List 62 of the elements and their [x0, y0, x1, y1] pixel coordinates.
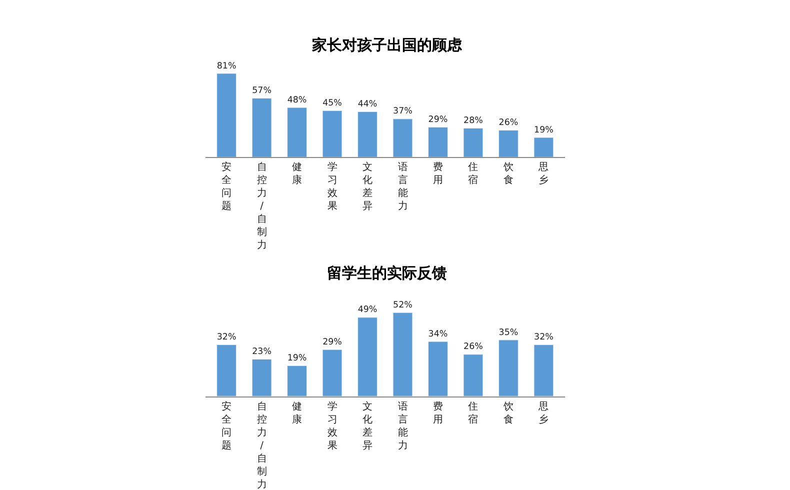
- x-tick-label: 费用: [432, 400, 443, 426]
- bar: [322, 349, 342, 396]
- x-tick-label: 学习效果: [327, 161, 338, 212]
- x-tick-label: 自控力/自制力: [256, 161, 267, 252]
- bar: [428, 341, 448, 396]
- data-label: 26%: [464, 342, 483, 352]
- bar: [216, 73, 236, 158]
- x-tick-label: 住宿: [468, 162, 478, 186]
- data-label: 49%: [358, 305, 378, 316]
- data-label: 45%: [322, 98, 342, 108]
- chart-title: 留学生的实际反馈: [327, 264, 447, 282]
- bar: [534, 344, 554, 396]
- data-label: 37%: [393, 106, 412, 117]
- data-label: 52%: [393, 300, 412, 310]
- x-tick-label: 饮食: [502, 162, 514, 186]
- bar: [392, 118, 413, 158]
- bar: [534, 137, 554, 158]
- data-label: 29%: [428, 115, 448, 125]
- bar: [252, 98, 272, 158]
- x-tick-label: 费用: [432, 161, 443, 186]
- data-label: 26%: [498, 118, 518, 128]
- x-tick-label: 安全问题: [222, 400, 232, 452]
- x-tick-label: 语言能力: [398, 161, 408, 212]
- x-tick-label: 饮食: [502, 401, 514, 426]
- x-tick-label: 住宿: [468, 401, 478, 426]
- bar: [287, 365, 307, 396]
- x-tick-label: 健康: [292, 162, 302, 186]
- bar: [322, 110, 342, 158]
- x-tick-label: 健康: [292, 401, 302, 426]
- bar: [287, 107, 307, 158]
- data-label: 44%: [358, 100, 378, 110]
- x-tick-label: 文化差异: [362, 161, 372, 212]
- bar: [358, 111, 378, 158]
- data-label: 81%: [216, 61, 236, 72]
- bar: [463, 354, 484, 396]
- data-label: 57%: [252, 86, 272, 96]
- x-tick-label: 语言能力: [398, 400, 408, 452]
- data-label: 34%: [428, 329, 448, 340]
- x-tick-label: 安全问题: [222, 161, 232, 212]
- chart-title: 家长对孩子出国的顾虑: [311, 36, 463, 54]
- bar: [358, 317, 378, 396]
- bar: [216, 344, 236, 396]
- bar: [463, 128, 484, 158]
- data-label: 19%: [287, 354, 307, 364]
- data-label: 23%: [252, 347, 272, 358]
- data-label: 32%: [534, 332, 554, 343]
- bar: [252, 359, 272, 396]
- bar: [498, 340, 518, 396]
- x-tick-label: 思乡: [538, 162, 549, 186]
- x-tick-label: 学习效果: [327, 400, 338, 452]
- x-tick-label: 自控力/自制力: [256, 400, 267, 490]
- data-label: 28%: [464, 116, 483, 126]
- data-label: 19%: [534, 125, 554, 136]
- data-label: 32%: [216, 332, 236, 343]
- data-label: 29%: [322, 337, 342, 348]
- x-tick-label: 文化差异: [362, 400, 372, 452]
- bar: [498, 130, 518, 158]
- data-label: 48%: [287, 95, 307, 106]
- data-label: 35%: [498, 328, 518, 338]
- bar: [392, 312, 413, 396]
- bar: [428, 126, 448, 158]
- x-tick-label: 思乡: [538, 401, 549, 426]
